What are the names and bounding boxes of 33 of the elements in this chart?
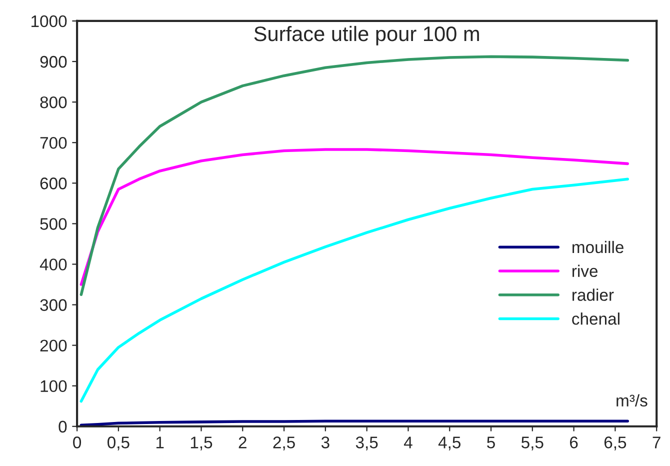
x-tick-label: 3 — [321, 436, 330, 448]
chart-title: Surface utile pour 100 m — [254, 26, 479, 46]
y-tick-label: 200 — [40, 340, 67, 352]
y-tick-label: 0 — [58, 420, 67, 433]
y-tick-label: 100 — [40, 380, 67, 392]
y-tick-label: 400 — [40, 258, 67, 270]
legend-label: rive — [572, 264, 598, 278]
legend-label: radier — [572, 288, 614, 301]
x-tick-label: 3,5 — [356, 436, 378, 450]
y-tick-label: 700 — [40, 136, 67, 149]
y-tick-label: 900 — [40, 56, 67, 68]
legend-label: chenal — [572, 312, 620, 325]
x-tick-label: 6,5 — [604, 436, 626, 450]
y-tick-label: 800 — [40, 96, 67, 108]
x-tick-label: 1,5 — [190, 436, 212, 450]
x-tick-label: 4 — [404, 436, 412, 448]
x-tick-label: 4,5 — [438, 436, 461, 450]
x-tick-label: 5,5 — [521, 436, 544, 450]
x-tick-label: 2 — [238, 436, 246, 448]
legend-label: mouille — [572, 240, 624, 254]
x-tick-label: 5 — [487, 436, 495, 448]
x-tick-label: 2,5 — [273, 436, 295, 450]
y-tick-label: 600 — [40, 178, 67, 190]
y-tick-label: 500 — [40, 218, 67, 230]
y-tick-label: 1000 — [32, 15, 67, 28]
x-tick-label: 1 — [156, 436, 164, 448]
x-tick-label: 0 — [73, 436, 82, 448]
x-tick-label: 7 — [652, 436, 660, 448]
x-tick-label: 6 — [570, 436, 578, 448]
line-series — [80, 148, 630, 286]
annotation: m³/s — [616, 394, 648, 407]
x-tick-label: 0,5 — [108, 436, 130, 450]
y-tick-label: 300 — [40, 299, 67, 311]
